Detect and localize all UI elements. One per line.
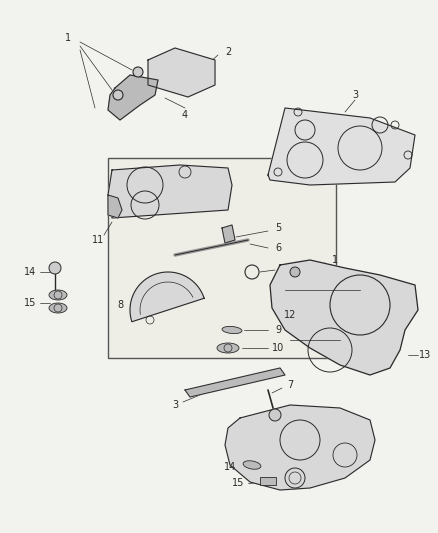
Circle shape [49, 262, 61, 274]
Text: 10: 10 [271, 343, 283, 353]
Polygon shape [108, 165, 231, 218]
Text: 5: 5 [274, 223, 280, 233]
Text: 11: 11 [92, 235, 104, 245]
Text: 4: 4 [181, 110, 187, 120]
Polygon shape [269, 260, 417, 375]
Text: 3: 3 [351, 90, 357, 100]
Ellipse shape [243, 461, 260, 469]
Text: 9: 9 [274, 325, 280, 335]
Text: 1: 1 [65, 33, 71, 43]
Circle shape [113, 90, 123, 100]
Polygon shape [184, 368, 284, 397]
Polygon shape [108, 75, 158, 120]
Text: 7: 7 [286, 380, 293, 390]
Polygon shape [267, 108, 414, 185]
Text: 6: 6 [274, 243, 280, 253]
Polygon shape [108, 195, 122, 218]
Bar [259, 477, 276, 485]
Ellipse shape [49, 303, 67, 313]
Text: 14: 14 [24, 267, 36, 277]
Text: 15: 15 [231, 478, 244, 488]
Circle shape [290, 267, 299, 277]
Text: 13: 13 [418, 350, 430, 360]
Text: 8: 8 [117, 300, 123, 310]
Ellipse shape [216, 343, 238, 353]
Text: 2: 2 [224, 47, 230, 57]
Circle shape [133, 67, 143, 77]
Polygon shape [148, 48, 215, 97]
Text: 7: 7 [281, 265, 287, 275]
Bar [108, 158, 335, 358]
Text: 1: 1 [331, 255, 337, 265]
Polygon shape [225, 405, 374, 490]
Text: 15: 15 [24, 298, 36, 308]
Polygon shape [130, 272, 204, 322]
Text: 14: 14 [223, 462, 236, 472]
Ellipse shape [49, 290, 67, 300]
Polygon shape [222, 225, 234, 243]
Ellipse shape [222, 326, 241, 334]
Circle shape [268, 409, 280, 421]
Text: 3: 3 [172, 400, 178, 410]
Text: 12: 12 [283, 310, 296, 320]
